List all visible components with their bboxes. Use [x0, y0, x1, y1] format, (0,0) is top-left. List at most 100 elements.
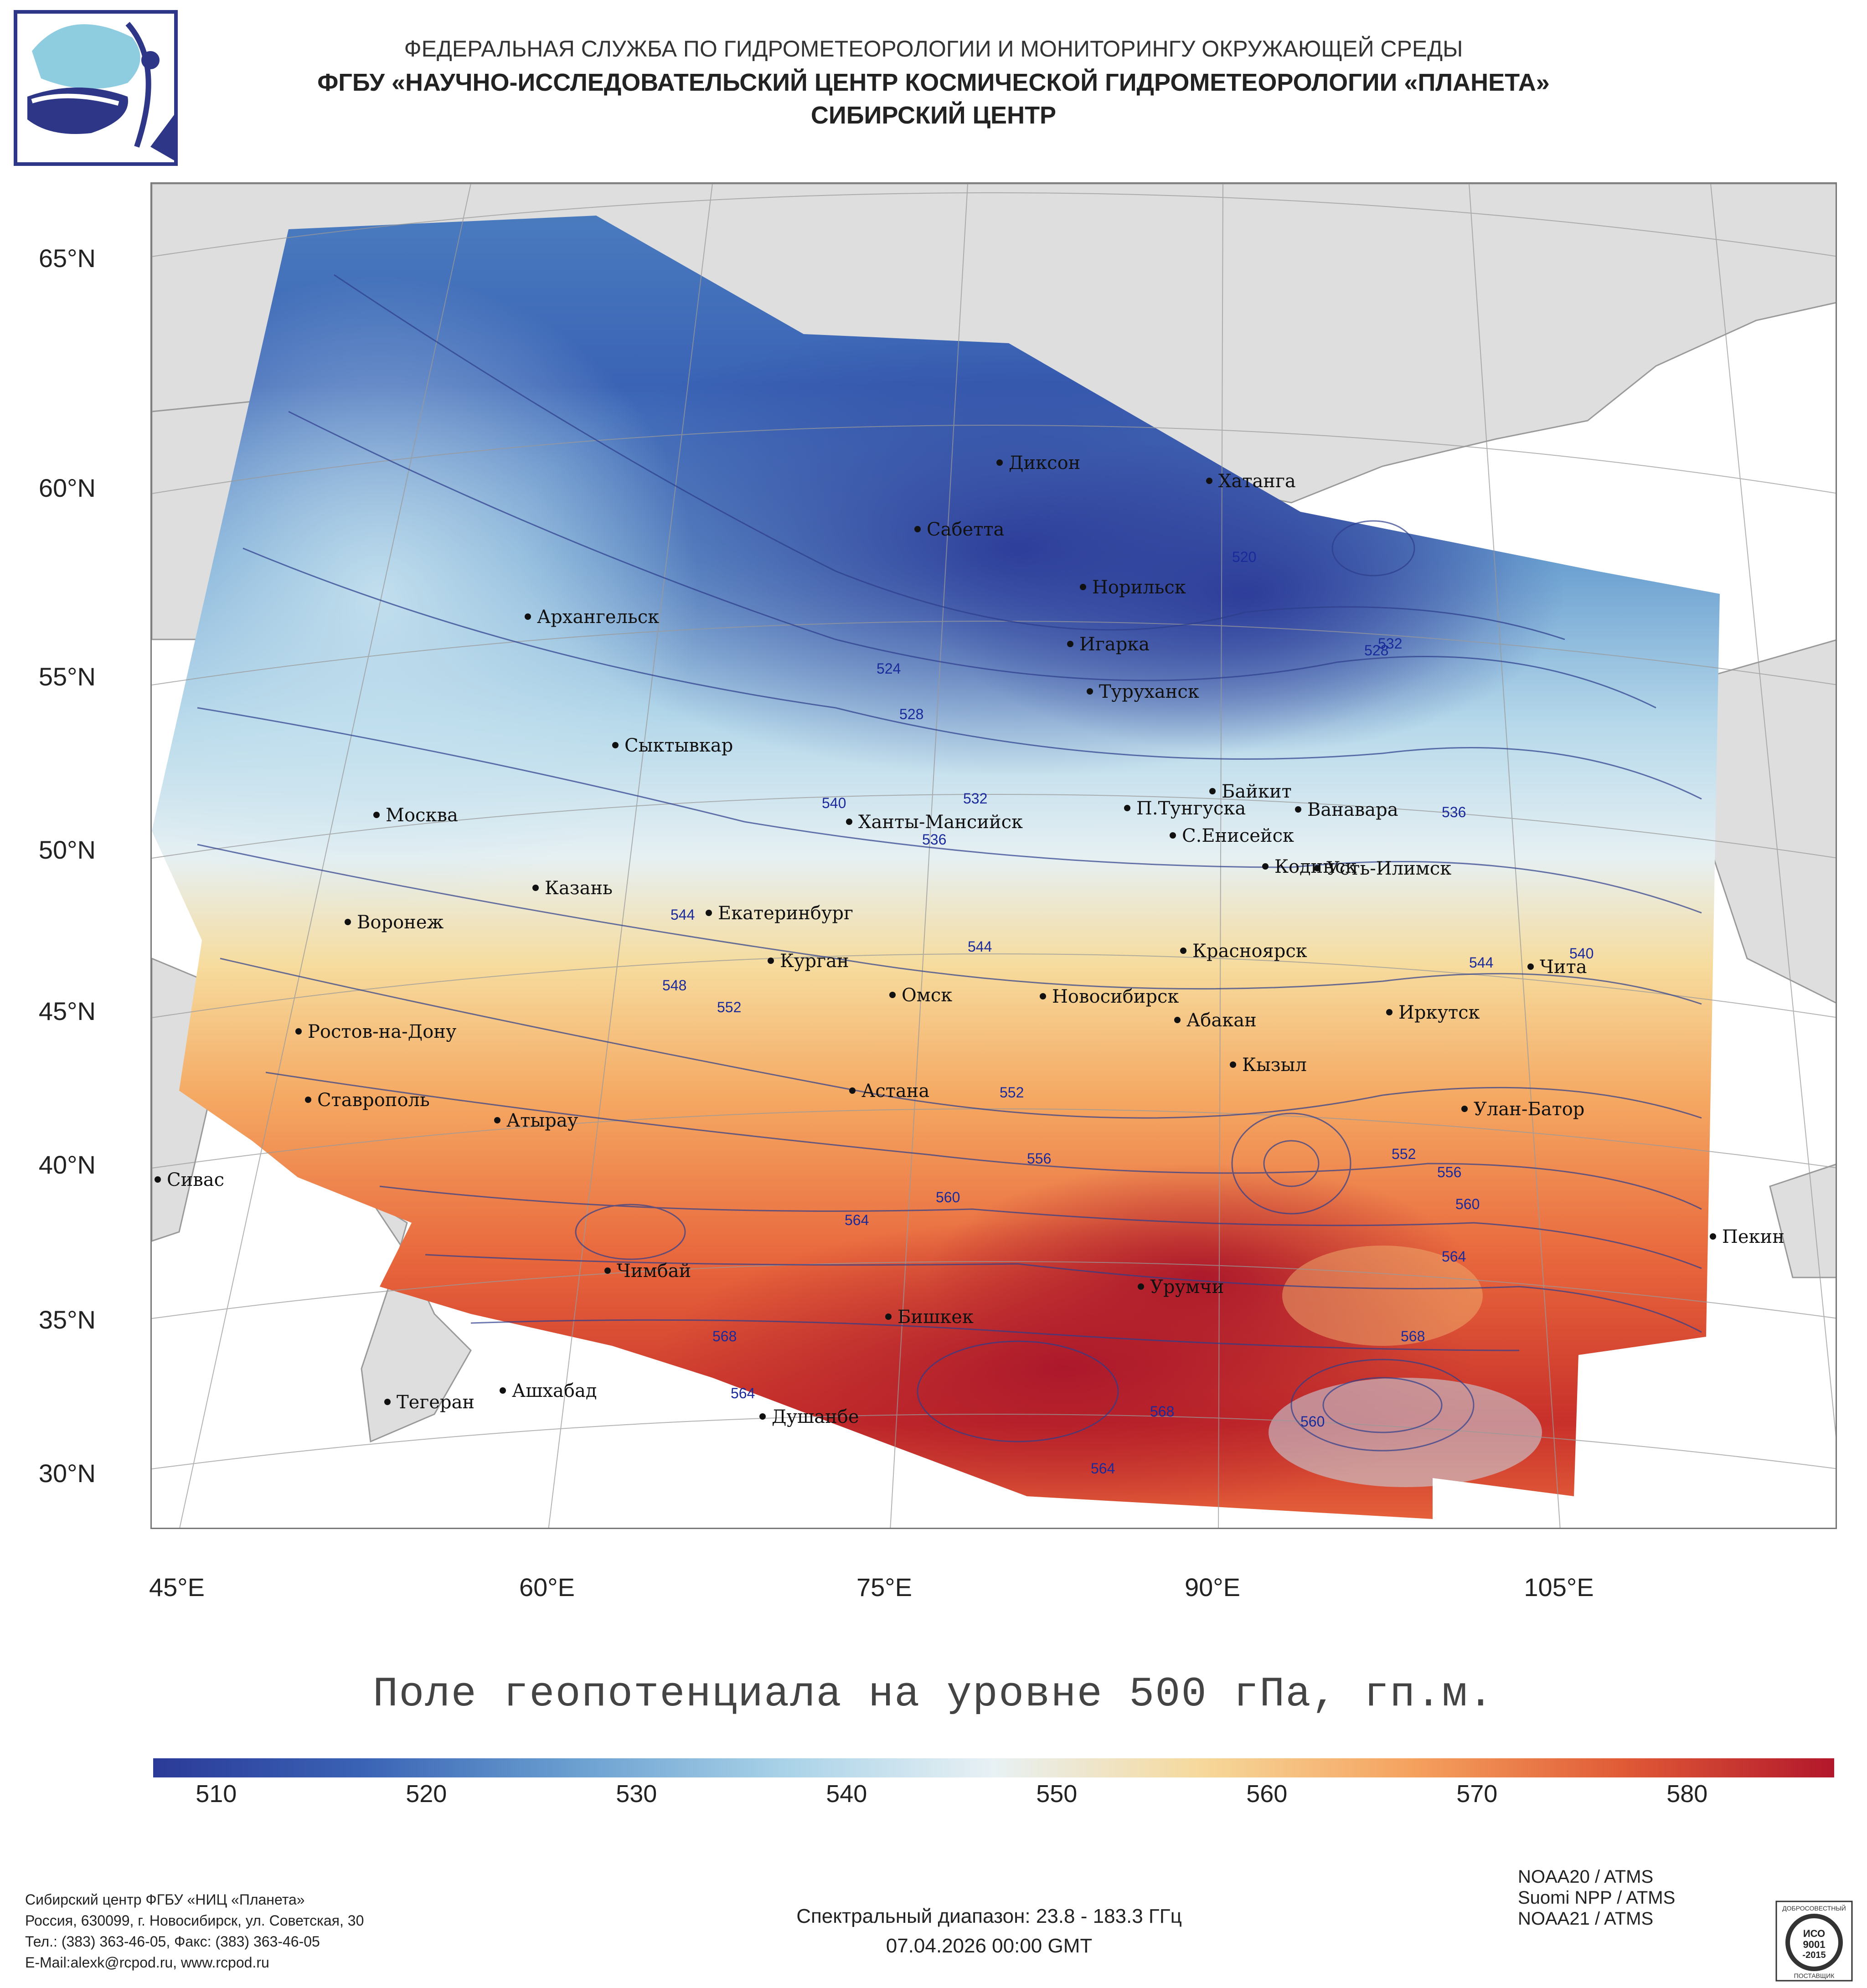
contour-label: 520	[1232, 549, 1256, 565]
contour-label: 532	[963, 790, 987, 807]
city-dot	[1209, 788, 1216, 794]
city-label: Сабетта	[927, 519, 1004, 540]
map-caption: Поле геопотенциала на уровне 500 гПа, гп…	[373, 1670, 1494, 1718]
lon-label: 60°E	[519, 1573, 575, 1602]
lon-label: 45°E	[149, 1573, 205, 1602]
contour-label: 560	[1300, 1413, 1325, 1430]
footer-phone: Тел.: (383) 363-46-05, Факс: (383) 363-4…	[25, 1933, 320, 1950]
city-label: Хатанга	[1218, 471, 1296, 492]
contour-label: 556	[1437, 1164, 1461, 1180]
city-label: Казань	[545, 878, 613, 899]
contour-lines	[197, 274, 1702, 1452]
lat-label: 45°N	[38, 997, 96, 1025]
city-dot	[1262, 863, 1269, 870]
contour-label: 548	[662, 977, 686, 994]
city-dot	[914, 526, 921, 532]
city-dot	[1138, 1283, 1144, 1290]
city-dot	[345, 919, 351, 925]
city-dot	[305, 1097, 311, 1103]
city-dot	[384, 1399, 391, 1405]
city-dot	[155, 1176, 161, 1183]
city-dot	[885, 1313, 892, 1320]
city-label: Сыктывкар	[624, 735, 733, 756]
badge-line2: 9001	[1803, 1939, 1826, 1950]
contour-label: 568	[1150, 1403, 1174, 1420]
colorbar	[153, 1758, 1834, 1777]
contour-label: 552	[1000, 1084, 1024, 1101]
city-label: Норильск	[1092, 577, 1186, 598]
city-label: Москва	[386, 805, 458, 826]
contour-label: 564	[845, 1212, 869, 1228]
contour-label: 540	[1569, 945, 1594, 962]
city-label: Абакан	[1186, 1010, 1257, 1031]
city-label: Усть-Илимск	[1326, 858, 1451, 879]
header-agency: ФЕДЕРАЛЬНАЯ СЛУЖБА ПО ГИДРОМЕТЕОРОЛОГИИ …	[404, 36, 1463, 62]
city-dot	[1386, 1009, 1393, 1015]
lat-label: 35°N	[38, 1305, 96, 1334]
city-label: Курган	[780, 951, 849, 972]
city-label: Сивас	[167, 1169, 224, 1190]
header-institute: ФГБУ «НАУЧНО-ИССЛЕДОВАТЕЛЬСКИЙ ЦЕНТР КОС…	[317, 69, 1550, 96]
city-dot	[1461, 1106, 1468, 1112]
city-dot	[1087, 688, 1093, 695]
contour-label: 544	[670, 906, 695, 923]
city-dot	[500, 1387, 506, 1394]
city-dot	[1206, 478, 1212, 484]
contour-label: 528	[899, 706, 923, 722]
city-dot	[706, 910, 712, 916]
lat-label: 40°N	[38, 1150, 96, 1179]
city-label: Ставрополь	[317, 1090, 430, 1111]
city-dot	[612, 742, 619, 748]
city-label: Душанбе	[772, 1406, 859, 1427]
city-dot	[494, 1117, 500, 1123]
city-label: Бишкек	[897, 1307, 974, 1328]
contour-label: 564	[1442, 1248, 1466, 1265]
contour-label: 568	[1401, 1328, 1425, 1344]
iso-badge: ДОБРОСОВЕСТНЫЙ ИСО 9001 -2015 ПОСТАВЩИК	[1775, 1900, 1853, 1982]
city-label: Тегеран	[397, 1392, 474, 1413]
city-dot	[1040, 993, 1046, 999]
city-dot	[604, 1267, 611, 1274]
colorbar-tick: 540	[826, 1780, 867, 1808]
footer-address: Россия, 630099, г. Новосибирск, ул. Сове…	[25, 1912, 364, 1929]
city-dot	[532, 885, 539, 891]
contour-label: 564	[1091, 1460, 1115, 1477]
city-dot	[1170, 832, 1176, 839]
city-label: Кызыл	[1242, 1055, 1307, 1076]
city-dot	[889, 992, 896, 998]
footer-contacts: Сибирский центр ФГБУ «НИЦ «Планета» Росс…	[25, 1889, 364, 1973]
city-label: Байкит	[1222, 781, 1292, 802]
graticule	[152, 184, 1836, 1528]
city-dot	[1067, 641, 1073, 647]
badge-line1: ИСО	[1803, 1928, 1825, 1939]
lat-label: 55°N	[38, 662, 96, 691]
city-label: Диксон	[1009, 453, 1080, 474]
map-canvas: 520 524 528 528 532 532 536 536 540 540 …	[152, 184, 1836, 1528]
city-label: Атырау	[506, 1110, 578, 1131]
city-dot	[1527, 963, 1534, 970]
iso-badge-icon: ДОБРОСОВЕСТНЫЙ ИСО 9001 -2015 ПОСТАВЩИК	[1775, 1900, 1853, 1982]
city-dot	[1080, 584, 1086, 590]
city-label: Чимбай	[617, 1261, 691, 1282]
spectral-range: Спектральный диапазон: 23.8 - 183.3 ГГц	[796, 1905, 1182, 1927]
city-dot	[996, 459, 1003, 466]
city-label: Екатеринбург	[718, 903, 853, 924]
colorbar-tick: 530	[616, 1780, 657, 1808]
city-dot	[1230, 1061, 1236, 1068]
lat-label: 50°N	[38, 835, 96, 864]
badge-top-text: ДОБРОСОВЕСТНЫЙ	[1782, 1904, 1846, 1912]
colorbar-gradient	[153, 1758, 1834, 1777]
city-dot	[525, 613, 531, 620]
contour-label: 540	[822, 795, 846, 811]
satellite-item: Suomi NPP / ATMS	[1518, 1888, 1676, 1908]
city-label: Иркутск	[1398, 1002, 1480, 1023]
city-dot	[1174, 1017, 1181, 1023]
city-dot	[295, 1028, 302, 1035]
city-dot	[1314, 865, 1320, 871]
geopotential-map: 520 524 528 528 532 532 536 536 540 540 …	[150, 182, 1837, 1529]
cities: Диксон Хатанга Сабетта Норильск Архангел…	[155, 453, 1784, 1427]
city-dot	[373, 812, 380, 818]
contour-label: 524	[877, 660, 901, 677]
colorbar-tick: 560	[1246, 1780, 1288, 1808]
satellite-item: NOAA21 / ATMS	[1518, 1909, 1654, 1929]
